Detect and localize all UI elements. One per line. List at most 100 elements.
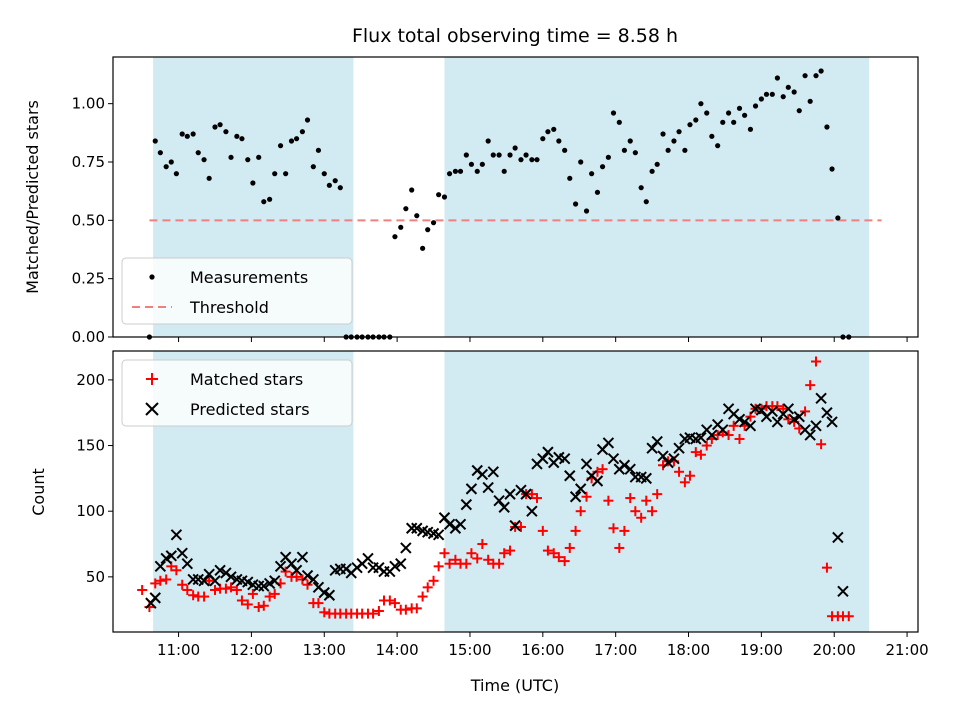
measurement-point <box>829 166 835 172</box>
matched-stars-point <box>701 440 712 451</box>
measurement-point <box>304 117 311 123</box>
matched-stars-point <box>843 611 854 622</box>
measurement-point <box>704 110 710 116</box>
predicted-stars-point <box>443 518 456 531</box>
y-tick-label: 100 <box>76 502 105 520</box>
observing-window-band <box>444 57 870 337</box>
predicted-stars-point <box>301 569 314 582</box>
measurement-point <box>201 157 207 163</box>
matched-stars-point <box>247 588 258 599</box>
legend-label: Predicted stars <box>190 400 310 419</box>
matched-stars-point <box>531 493 542 504</box>
predicted-stars-point <box>498 501 510 513</box>
matched-stars-point <box>477 539 488 550</box>
measurement-point <box>446 171 453 177</box>
matched-stars-point <box>253 602 264 613</box>
measurement-point <box>780 94 786 100</box>
ratio-panel: 0.00 0.25 0.50 0.75 1.00 Measurements Threshol… <box>72 56 919 346</box>
measurement-point <box>567 175 573 181</box>
matched-stars-point <box>575 506 586 517</box>
predicted-stars-point <box>465 483 478 495</box>
predicted-stars-point <box>389 560 401 573</box>
predicted-stars-point <box>640 472 652 485</box>
matched-stars-point <box>433 561 444 572</box>
matched-stars-point <box>472 553 483 564</box>
matched-stars-point <box>647 506 658 517</box>
measurement-point <box>315 147 322 153</box>
measurement-point <box>665 147 671 153</box>
measurement-point <box>774 75 780 81</box>
x-tick-label: 15:00 <box>448 641 491 659</box>
measurement-point <box>463 152 469 158</box>
measurement-point <box>474 168 480 174</box>
matched-stars-point <box>182 584 193 595</box>
measurement-point <box>610 110 617 116</box>
measurement-point <box>720 119 726 125</box>
predicted-stars-point <box>646 442 658 454</box>
matched-stars-point <box>614 542 625 553</box>
measurement-point <box>621 147 628 153</box>
measurement-point <box>769 91 775 97</box>
y-tick-label: 0.50 <box>72 211 105 229</box>
matched-stars-point <box>280 566 291 577</box>
y-tick-label: 200 <box>76 371 105 389</box>
matched-stars-point <box>553 552 564 563</box>
measurement-point <box>589 171 595 177</box>
matched-stars-point <box>821 562 832 573</box>
matched-stars-point <box>199 591 210 602</box>
predicted-stars-point <box>405 522 418 534</box>
measurement-point <box>267 196 273 202</box>
predicted-stars-point <box>537 452 549 465</box>
measurement-point <box>562 147 568 153</box>
predicted-stars-point <box>225 571 237 583</box>
predicted-stars-point <box>214 564 226 576</box>
measurement-point <box>578 159 584 165</box>
matched-stars-point <box>684 470 695 481</box>
predicted-stars-point <box>170 529 183 541</box>
matched-stars-point <box>494 558 505 569</box>
predicted-stars-point <box>411 522 423 534</box>
matched-stars-point <box>783 414 794 425</box>
measurement-point <box>791 89 797 95</box>
x-tick-label: 18:00 <box>667 641 710 659</box>
measurement-point <box>709 133 715 139</box>
measurement-point <box>179 131 185 137</box>
measurement-point <box>256 154 262 160</box>
measurement-point <box>479 161 485 167</box>
matched-stars-point <box>483 554 494 565</box>
measurement-point <box>813 73 819 79</box>
predicted-stars-point <box>624 463 636 475</box>
measurement-point <box>288 138 295 144</box>
measurement-point <box>337 185 343 191</box>
measurement-point <box>430 220 437 226</box>
predicted-stars-point <box>695 431 707 444</box>
x-tick-label: 11:00 <box>157 641 200 659</box>
matched-stars-point <box>674 466 685 477</box>
predicted-stars-point <box>826 416 838 428</box>
matched-stars-point <box>564 542 575 553</box>
plot-frame <box>112 350 919 633</box>
predicted-stars-point <box>591 475 604 487</box>
x-tick-label: 17:00 <box>594 641 637 659</box>
predicted-stars-point <box>766 405 779 418</box>
measurement-point <box>195 150 201 156</box>
matched-stars-point <box>712 430 723 441</box>
measurement-point <box>643 199 649 205</box>
measurement-point <box>436 192 442 198</box>
measurement-point <box>152 138 158 144</box>
measurement-point <box>163 164 169 170</box>
measurement-point <box>785 84 791 90</box>
x-tick-label: 13:00 <box>303 641 346 659</box>
matched-stars-point <box>537 525 548 536</box>
top-y-axis-label: Matched/Predicted stars <box>23 100 42 294</box>
measurement-point <box>245 157 251 163</box>
measurement-point <box>649 168 655 174</box>
measurement-point <box>173 171 179 177</box>
count-panel: 50 100 150 200 11:00 12:00 13:00 14:00 15:00 16:0… <box>76 350 929 659</box>
predicted-stars-point <box>362 552 374 565</box>
measurement-point <box>490 152 496 158</box>
measurement-point <box>796 108 802 114</box>
measurement-point <box>512 145 518 151</box>
matched-stars-point <box>384 595 395 606</box>
